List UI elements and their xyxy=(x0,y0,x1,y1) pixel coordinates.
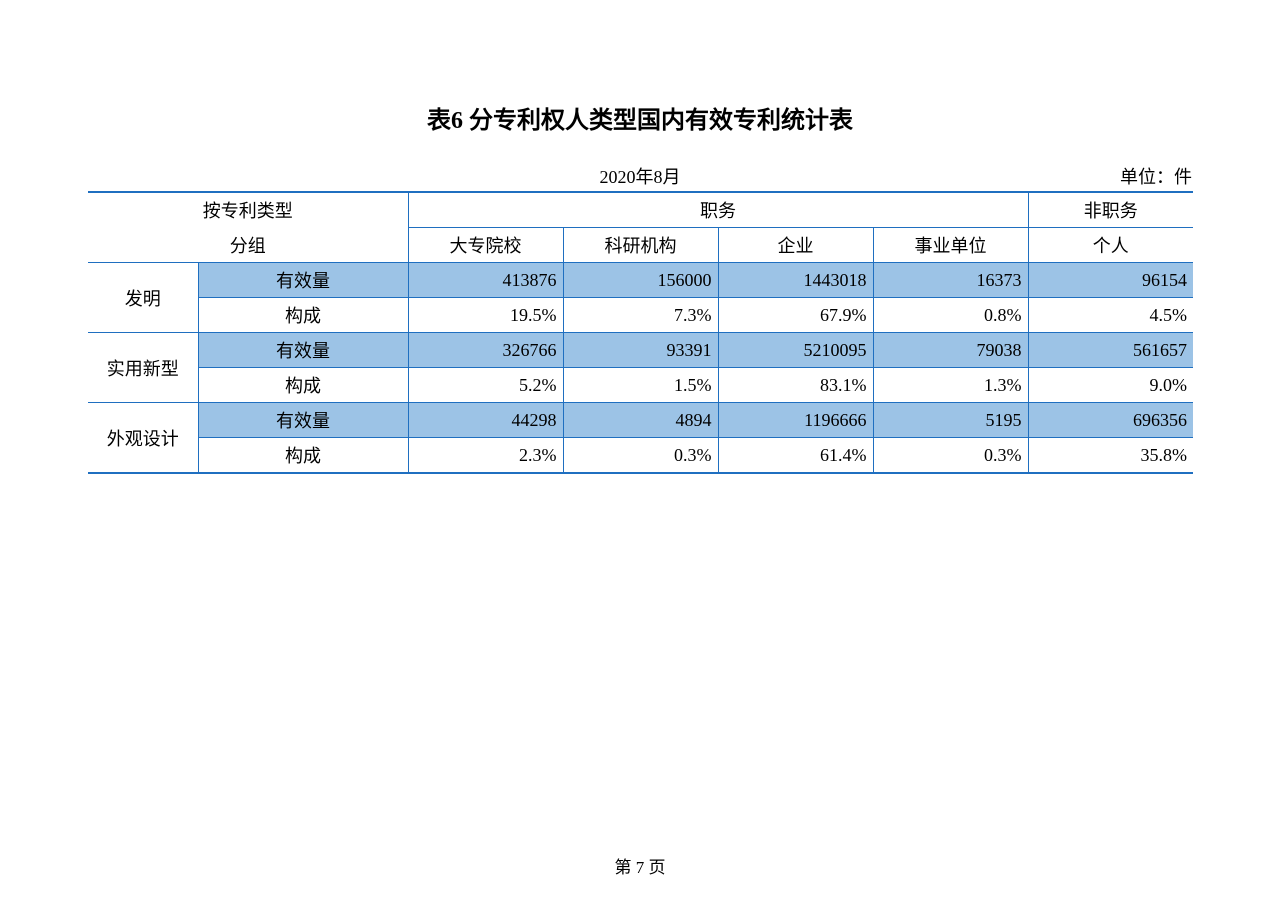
cell: 16373 xyxy=(873,263,1028,298)
header-col5: 个人 xyxy=(1028,228,1193,263)
table-title: 表6 分专利权人类型国内有效专利统计表 xyxy=(88,100,1192,135)
cell: 413876 xyxy=(408,263,563,298)
cell: 4.5% xyxy=(1028,298,1193,333)
cell: 326766 xyxy=(408,333,563,368)
cell: 5195 xyxy=(873,403,1028,438)
row-label: 有效量 xyxy=(198,333,408,368)
header-col2: 科研机构 xyxy=(563,228,718,263)
row-label: 构成 xyxy=(198,368,408,403)
row-design: 外观设计 xyxy=(88,403,198,474)
cell: 96154 xyxy=(1028,263,1193,298)
cell: 1443018 xyxy=(718,263,873,298)
row-invention: 发明 xyxy=(88,263,198,333)
row-label: 构成 xyxy=(198,298,408,333)
unit-label: 单位：件 xyxy=(1120,163,1192,189)
cell: 93391 xyxy=(563,333,718,368)
cell: 5.2% xyxy=(408,368,563,403)
cell: 79038 xyxy=(873,333,1028,368)
cell: 35.8% xyxy=(1028,438,1193,474)
row-label: 有效量 xyxy=(198,263,408,298)
row-label: 有效量 xyxy=(198,403,408,438)
date-label: 2020年8月 xyxy=(600,163,681,189)
cell: 7.3% xyxy=(563,298,718,333)
header-group-top: 按专利类型 xyxy=(88,192,408,228)
cell: 0.3% xyxy=(563,438,718,474)
row-utility: 实用新型 xyxy=(88,333,198,403)
row-label: 构成 xyxy=(198,438,408,474)
header-nonduty: 非职务 xyxy=(1028,192,1193,228)
cell: 83.1% xyxy=(718,368,873,403)
header-col3: 企业 xyxy=(718,228,873,263)
cell: 561657 xyxy=(1028,333,1193,368)
cell: 19.5% xyxy=(408,298,563,333)
cell: 5210095 xyxy=(718,333,873,368)
cell: 0.8% xyxy=(873,298,1028,333)
cell: 1.5% xyxy=(563,368,718,403)
page-footer: 第 7 页 xyxy=(0,853,1280,878)
cell: 696356 xyxy=(1028,403,1193,438)
header-col1: 大专院校 xyxy=(408,228,563,263)
cell: 0.3% xyxy=(873,438,1028,474)
cell: 2.3% xyxy=(408,438,563,474)
cell: 4894 xyxy=(563,403,718,438)
header-duty: 职务 xyxy=(408,192,1028,228)
cell: 61.4% xyxy=(718,438,873,474)
patent-table: 按专利类型 职务 非职务 分组 大专院校 科研机构 企业 事业单位 个人 发明 … xyxy=(88,191,1193,474)
header-col4: 事业单位 xyxy=(873,228,1028,263)
cell: 9.0% xyxy=(1028,368,1193,403)
cell: 67.9% xyxy=(718,298,873,333)
cell: 1196666 xyxy=(718,403,873,438)
cell: 1.3% xyxy=(873,368,1028,403)
header-group-bottom: 分组 xyxy=(88,228,408,263)
cell: 156000 xyxy=(563,263,718,298)
cell: 44298 xyxy=(408,403,563,438)
